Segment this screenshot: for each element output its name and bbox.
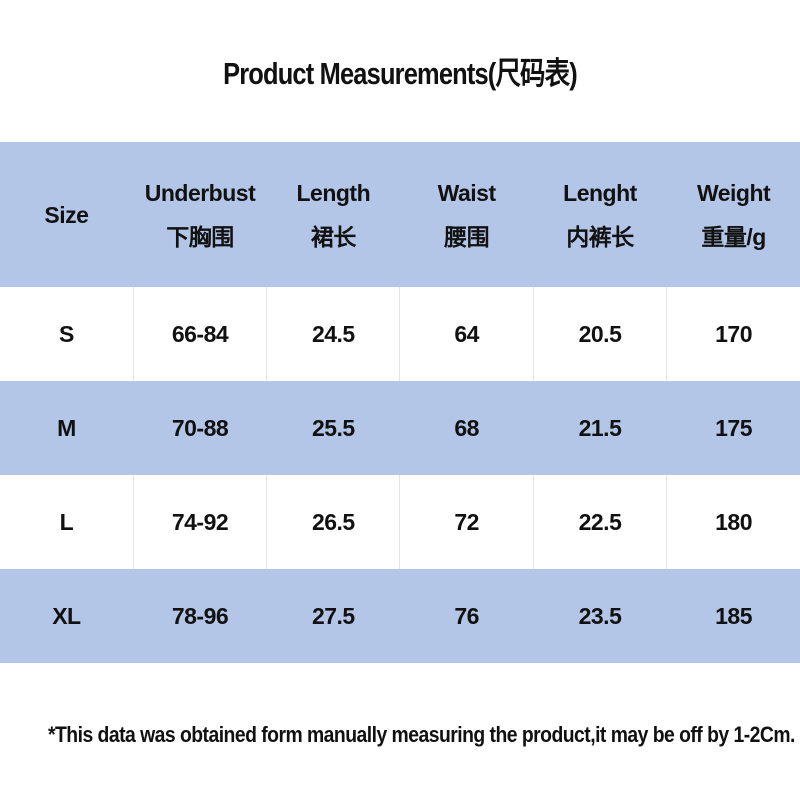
header-zh: 内裤长 bbox=[566, 223, 634, 250]
header-en: Waist bbox=[437, 179, 497, 206]
table-cell: 27.5 bbox=[266, 569, 400, 663]
header-cell: Underbust 下胸围 bbox=[132, 142, 267, 287]
header-en: Lenght bbox=[563, 179, 637, 206]
header-en: Weight bbox=[696, 179, 771, 206]
table-cell: L bbox=[59, 508, 74, 535]
table-row: L 74-92 26.5 72 22.5 180 bbox=[0, 475, 800, 569]
table-row: S 66-84 24.5 64 20.5 170 bbox=[0, 287, 800, 381]
table-cell: 25.5 bbox=[266, 381, 400, 475]
table-row: M 70-88 25.5 68 21.5 175 bbox=[0, 381, 800, 475]
table-cell: 170 bbox=[666, 287, 800, 381]
header-cell: Size bbox=[0, 142, 134, 287]
table-cell: 26.5 bbox=[266, 475, 400, 569]
table-cell: 175 bbox=[666, 381, 800, 475]
table-cell: 24.5 bbox=[266, 287, 400, 381]
table-cell: 76 bbox=[399, 569, 534, 663]
table-cell: 70-88 bbox=[132, 381, 267, 475]
table-cell: S bbox=[58, 320, 74, 347]
header-en: Length bbox=[296, 179, 371, 206]
table-cell: 72 bbox=[399, 475, 534, 569]
header-cell: Lenght 内裤长 bbox=[532, 142, 667, 287]
table-cell: 66-84 bbox=[132, 287, 267, 381]
table-cell: 78-96 bbox=[132, 569, 267, 663]
table-cell: 64 bbox=[399, 287, 534, 381]
header-zh: 重量/g bbox=[701, 223, 766, 250]
size-table: Size Underbust 下胸围 Length 裙长 Waist 腰围 Lenght 内裤长… bbox=[0, 142, 800, 663]
table-cell: XL bbox=[0, 569, 134, 663]
table-cell: 74-92 bbox=[132, 475, 267, 569]
table-cell: 180 bbox=[666, 475, 800, 569]
table-cell: M bbox=[0, 381, 134, 475]
header-cell: Waist 腰围 bbox=[399, 142, 534, 287]
footnote: *This data was obtained form manually me… bbox=[48, 722, 795, 747]
table-cell: 185 bbox=[666, 569, 800, 663]
header-zh: 裙长 bbox=[310, 223, 357, 250]
table-cell: 23.5 bbox=[532, 569, 667, 663]
header-row: Size Underbust 下胸围 Length 裙长 Waist 腰围 Lenght 内裤长… bbox=[0, 142, 800, 287]
header-cell: Length 裙长 bbox=[266, 142, 400, 287]
header-en: Size bbox=[44, 201, 89, 228]
header-en: Underbust bbox=[144, 179, 256, 206]
table-cell: 21.5 bbox=[532, 381, 667, 475]
table-cell: 22.5 bbox=[532, 475, 667, 569]
table-cell: 20.5 bbox=[532, 287, 667, 381]
header-cell: Weight 重量/g bbox=[666, 142, 800, 287]
header-zh: 腰围 bbox=[444, 223, 490, 250]
table-cell: 68 bbox=[399, 381, 534, 475]
table-row: XL 78-96 27.5 76 23.5 185 bbox=[0, 569, 800, 663]
header-zh: 下胸围 bbox=[166, 223, 234, 250]
title: Product Measurements(尺码表) bbox=[223, 56, 578, 91]
